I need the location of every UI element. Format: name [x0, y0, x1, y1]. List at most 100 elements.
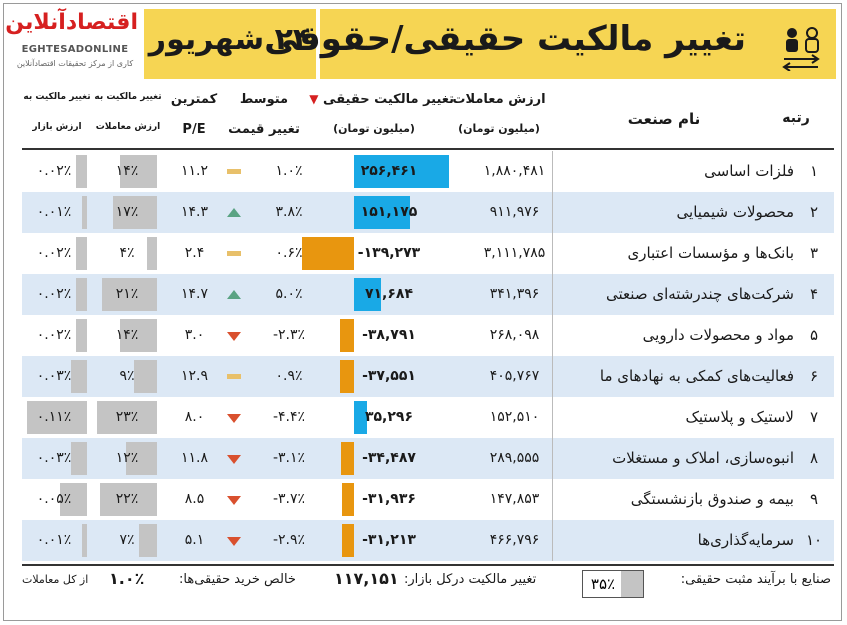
ownership-change-bar: [340, 360, 354, 393]
row-ratio-trade: ۱۴٪: [115, 163, 139, 179]
footer-positive-label: صنایع با برآیند مثبت حقیقی:: [680, 572, 831, 587]
table-row: ۹ بیمه و صندوق بازنشستگی ۱۴۷,۸۵۳ -۳۱,۹۳۶ -۳.…: [22, 479, 834, 520]
row-ownership-change: -۱۳۹,۲۷۳: [357, 245, 421, 261]
row-min-pe: ۳.۰: [184, 327, 205, 343]
row-ratio-trade: ۲۳٪: [115, 409, 139, 425]
logo-latin: EGHTESADONLINE: [21, 44, 129, 55]
footer-market-change-label: تغییر مالکیت درکل بازار:: [404, 572, 537, 587]
table-row: ۱ فلزات اساسی ۱,۸۸۰,۴۸۱ ۲۵۶,۴۶۱ ۱.۰٪ ۱۱.۲ ۱۴٪ ۰…: [22, 151, 834, 192]
column-header-ratio-market-1: تغییر مالکیت به: [23, 92, 91, 102]
row-trade-value: ۲۶۸,۰۹۸: [489, 327, 540, 343]
row-min-pe: ۵.۱: [184, 532, 205, 548]
column-header-min-pe-1: کمترین: [170, 92, 218, 107]
row-ratio-market: ۰.۰۳٪: [36, 368, 72, 384]
ownership-change-bar: [354, 401, 368, 434]
footer-net-buy-label: خالص خرید حقیقی‌ها:: [179, 572, 296, 587]
column-header-industry: نام صنعت: [627, 110, 701, 128]
ownership-change-bar: [342, 524, 354, 557]
header: اقتصادآنلاین EGHTESADONLINE کاری از مرکز…: [4, 4, 841, 84]
trend-down-icon: [227, 537, 241, 546]
row-min-pe: ۸.۰: [184, 409, 205, 425]
row-industry-name: سرمایه‌گذاری‌ها: [697, 531, 794, 549]
ownership-change-bar: [354, 155, 449, 188]
table-row: ۱۰ سرمایه‌گذاری‌ها ۴۶۶,۷۹۶ -۳۱,۲۱۳ -۲.۹٪ ۵.۱ ۷…: [22, 520, 834, 561]
row-min-pe: ۱۲.۹: [180, 368, 208, 384]
footer-net-buy-value: ۱.۰٪: [109, 569, 145, 588]
row-industry-name: بیمه و صندوق بازنشستگی: [630, 490, 794, 508]
row-min-pe: ۸.۵: [184, 491, 205, 507]
row-rank: ۵: [809, 326, 819, 344]
trend-down-icon: [227, 414, 241, 423]
column-header-trade-value: ارزش معاملات: [452, 92, 546, 107]
column-header-rank: رتبه: [782, 110, 810, 126]
row-avg-price-change: ۰.۶٪: [275, 245, 303, 261]
row-ratio-trade: ۱۴٪: [115, 327, 139, 343]
column-divider: [552, 151, 553, 561]
footer-market-change-value: ۱۱۷,۱۵۱: [334, 569, 399, 588]
column-header-ratio-trade-1: تغییر مالکیت به: [94, 92, 162, 102]
row-ownership-change: ۷۱,۶۸۴: [364, 286, 414, 302]
row-ownership-change: -۳۱,۲۱۳: [362, 532, 416, 548]
row-rank: ۶: [809, 367, 819, 385]
row-industry-name: انبوه‌سازی، املاک و مستغلات: [612, 449, 794, 467]
column-header-min-pe-2: P/E: [182, 122, 206, 137]
table-row: ۸ انبوه‌سازی، املاک و مستغلات ۲۸۹,۵۵۵ -۳۴,۴…: [22, 438, 834, 479]
row-trade-value: ۲۸۹,۵۵۵: [489, 450, 540, 466]
row-ratio-trade: ۲۱٪: [115, 286, 139, 302]
row-rank: ۸: [809, 449, 819, 467]
row-ratio-trade: ۷٪: [119, 532, 135, 548]
row-ratio-trade: ۱۷٪: [115, 204, 139, 220]
ratio-trade-bar: [112, 196, 157, 229]
ratio-trade-bar: [133, 360, 157, 393]
ownership-change-bar: [342, 483, 354, 516]
column-header-ownership-change: تغییر مالکیت حقیقی ▼: [309, 92, 454, 107]
sort-descending-icon[interactable]: ▼: [309, 92, 319, 106]
row-ownership-change: ۱۵۱,۱۷۵: [360, 204, 418, 220]
row-ratio-trade: ۲۲٪: [115, 491, 139, 507]
row-ratio-market: ۰.۰۱٪: [36, 204, 72, 220]
table-row: ۲ محصولات شیمیایی ۹۱۱,۹۷۶ ۱۵۱,۱۷۵ ۳.۸٪ ۱۴.۳ ۱۷…: [22, 192, 834, 233]
row-avg-price-change: ۱.۰٪: [275, 163, 303, 179]
footer-positive-value: ۳۵٪: [590, 575, 616, 593]
row-ownership-change: -۳۴,۴۸۷: [362, 450, 416, 466]
row-trade-value: ۱۴۷,۸۵۳: [489, 491, 540, 507]
infographic-frame: اقتصادآنلاین EGHTESADONLINE کاری از مرکز…: [3, 3, 842, 621]
row-rank: ۱: [809, 162, 819, 180]
ownership-change-bar: [339, 319, 354, 352]
ownership-change-bar: [354, 196, 410, 229]
ratio-trade-bar: [99, 483, 157, 516]
ratio-market-bar: [70, 442, 87, 475]
page-title: تغییر مالکیت حقیقی/حقوقی: [264, 19, 746, 59]
row-ownership-change: -۳۱,۹۳۶: [362, 491, 416, 507]
row-avg-price-change: -۳.۱٪: [272, 450, 306, 466]
row-trade-value: ۴۰۵,۷۶۷: [489, 368, 540, 384]
row-trade-value: ۹۱۱,۹۷۶: [489, 204, 540, 220]
ratio-trade-bar: [138, 524, 157, 557]
column-header-ownership-change-label: تغییر مالکیت حقیقی: [323, 92, 454, 107]
row-ratio-market: ۰.۱۱٪: [36, 409, 72, 425]
row-industry-name: لاستیک و پلاستیک: [685, 408, 794, 426]
row-min-pe: ۱۱.۲: [180, 163, 208, 179]
row-ownership-change: -۳۷,۵۵۱: [362, 368, 416, 384]
footer-positive-fill: [621, 571, 643, 597]
row-min-pe: ۱۱.۸: [180, 450, 208, 466]
ratio-market-bar: [76, 237, 87, 270]
ratio-market-bar: [70, 360, 87, 393]
date-label: ۲۴ شهریور: [148, 22, 312, 57]
logo-name: اقتصادآنلاین: [5, 10, 138, 35]
row-ratio-market: ۰.۰۱٪: [36, 532, 72, 548]
row-ownership-change: ۳۵,۲۹۶: [364, 409, 414, 425]
row-avg-price-change: -۴.۴٪: [272, 409, 306, 425]
ratio-trade-bar: [97, 401, 157, 434]
ratio-market-bar: [81, 196, 87, 229]
row-avg-price-change: -۲.۹٪: [272, 532, 306, 548]
row-industry-name: مواد و محصولات دارویی: [642, 326, 794, 344]
trend-down-icon: [227, 496, 241, 505]
column-header-ratio-market-2: ارزش بازار: [32, 122, 82, 132]
row-avg-price-change: ۰.۹٪: [275, 368, 303, 384]
row-industry-name: بانک‌ها و مؤسسات اعتباری: [627, 244, 794, 262]
row-ratio-market: ۰.۰۳٪: [36, 450, 72, 466]
trend-neutral-icon: [227, 374, 241, 379]
row-ratio-market: ۰.۰۲٪: [36, 245, 72, 261]
row-avg-price-change: ۳.۸٪: [275, 204, 303, 220]
